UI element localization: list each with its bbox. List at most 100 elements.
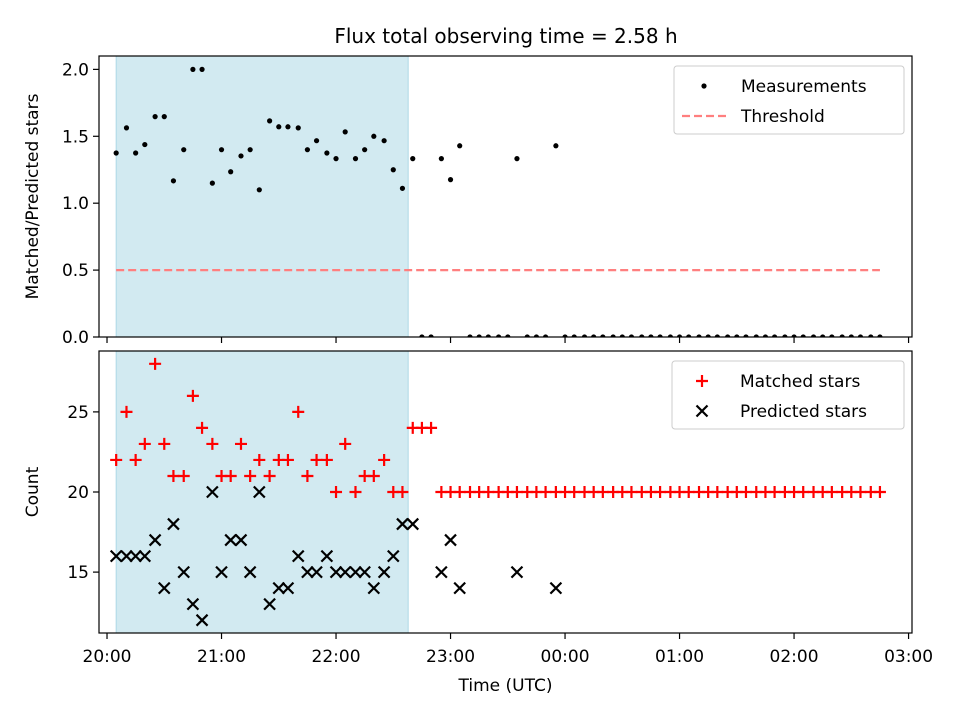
measurement-point (839, 334, 845, 337)
measurement-point (428, 334, 434, 337)
matched-star-marker (330, 486, 343, 498)
matched-star-marker (367, 469, 380, 482)
legend-marker-measurements (701, 83, 707, 89)
matched-star-marker (711, 486, 724, 498)
legend: Matched stars Predicted stars (671, 360, 905, 430)
matched-star-marker (244, 469, 257, 482)
matched-star-marker (873, 486, 886, 498)
matched-star-marker (310, 453, 323, 466)
matched-star-marker (120, 405, 133, 418)
matched-star-marker (768, 486, 781, 498)
measurement-point (639, 334, 645, 337)
matched-star-marker (263, 469, 276, 482)
measurement-point (524, 334, 530, 337)
legend: Measurements Threshold (673, 65, 905, 135)
measurement-point (457, 143, 463, 149)
measurement-point (553, 143, 559, 149)
predicted-star-marker (349, 565, 362, 579)
matched-star-marker (654, 486, 667, 498)
measurement-point (877, 334, 883, 337)
predicted-star-marker (301, 565, 314, 579)
y-axis-label: Count (23, 466, 43, 517)
measurement-point (734, 334, 740, 337)
x-tick-label: 00:00 (541, 647, 590, 667)
predicted-star-marker (186, 597, 200, 611)
x-tick-label: 03:00 (884, 647, 933, 667)
measurement-point (476, 334, 482, 337)
measurement-point (810, 334, 817, 337)
matched-star-marker (482, 486, 495, 498)
measurement-point (170, 178, 177, 184)
matched-star-marker (149, 357, 162, 370)
measurement-point (771, 334, 778, 337)
predicted-star-marker (157, 581, 171, 595)
predicted-star-marker (406, 517, 420, 531)
measurement-point (743, 334, 749, 337)
measurement-point (190, 66, 196, 72)
predicted-star-marker (435, 565, 448, 579)
legend-label: Threshold (740, 107, 825, 127)
figure-title: Flux total observing time = 2.58 h (334, 24, 677, 48)
matched-star-marker (378, 453, 391, 466)
predicted-star-marker (387, 549, 400, 563)
measurement-point (542, 334, 549, 337)
legend-label: Predicted stars (740, 402, 867, 422)
measurement-point (381, 138, 387, 144)
measurement-point (342, 129, 348, 135)
predicted-star-marker (396, 517, 409, 531)
predicted-star-marker (272, 581, 286, 595)
predicted-star-marker (549, 581, 563, 595)
measurement-point (868, 334, 874, 337)
measurement-point (152, 114, 158, 120)
measurement-point (505, 334, 511, 337)
matched-star-marker (539, 486, 552, 498)
measurement-point (228, 169, 234, 175)
matched-star-marker (186, 389, 199, 402)
measurement-point (848, 334, 854, 337)
predicted-star-marker (243, 565, 257, 579)
predicted-star-marker (320, 549, 334, 563)
measurement-point (467, 334, 473, 337)
predicted-star-marker (281, 581, 295, 595)
y-tick-label: 15 (67, 563, 89, 583)
predicted-star-marker (234, 533, 248, 547)
axes-frame (98, 55, 913, 338)
measurement-point (304, 147, 311, 153)
measurement-point (782, 334, 788, 337)
measurement-point (600, 334, 606, 337)
matched-star-marker (320, 453, 333, 466)
series-plus (110, 357, 886, 498)
legend-box (673, 65, 905, 135)
series-x (109, 485, 563, 627)
measurement-point (285, 124, 291, 130)
bottom-panel: 15 20 25 20:00 21:00 22:00 23:00 00:00 01:00 02:0… (23, 350, 933, 696)
measurement-point (390, 167, 396, 173)
measurement-point (514, 156, 520, 162)
y-tick-label: 1.0 (62, 194, 89, 214)
measurement-point (267, 118, 273, 124)
predicted-star-marker (109, 549, 123, 563)
predicted-star-marker (224, 533, 237, 547)
matched-star-marker (224, 469, 237, 482)
matched-star-marker (453, 486, 466, 498)
predicted-star-marker (377, 565, 391, 579)
matched-star-marker (138, 437, 151, 450)
matched-star-marker (253, 453, 266, 466)
x-tick-label: 02:00 (770, 647, 819, 667)
observing-window-region (115, 350, 409, 634)
measurement-point (753, 334, 759, 337)
measurement-point (276, 124, 282, 130)
measurement-point (657, 334, 663, 337)
measurement-point (581, 334, 588, 337)
measurement-point (705, 334, 711, 337)
y-tick-label: 20 (67, 483, 89, 503)
predicted-star-marker (329, 565, 343, 579)
measurement-point (648, 334, 654, 337)
x-tick-label: 23:00 (426, 647, 475, 667)
matched-star-marker (196, 421, 209, 434)
y-tick-label: 0.0 (62, 328, 89, 348)
matched-star-marker (682, 486, 695, 498)
predicted-star-marker (206, 485, 219, 499)
matched-star-marker (510, 486, 523, 498)
measurement-point (686, 334, 692, 337)
